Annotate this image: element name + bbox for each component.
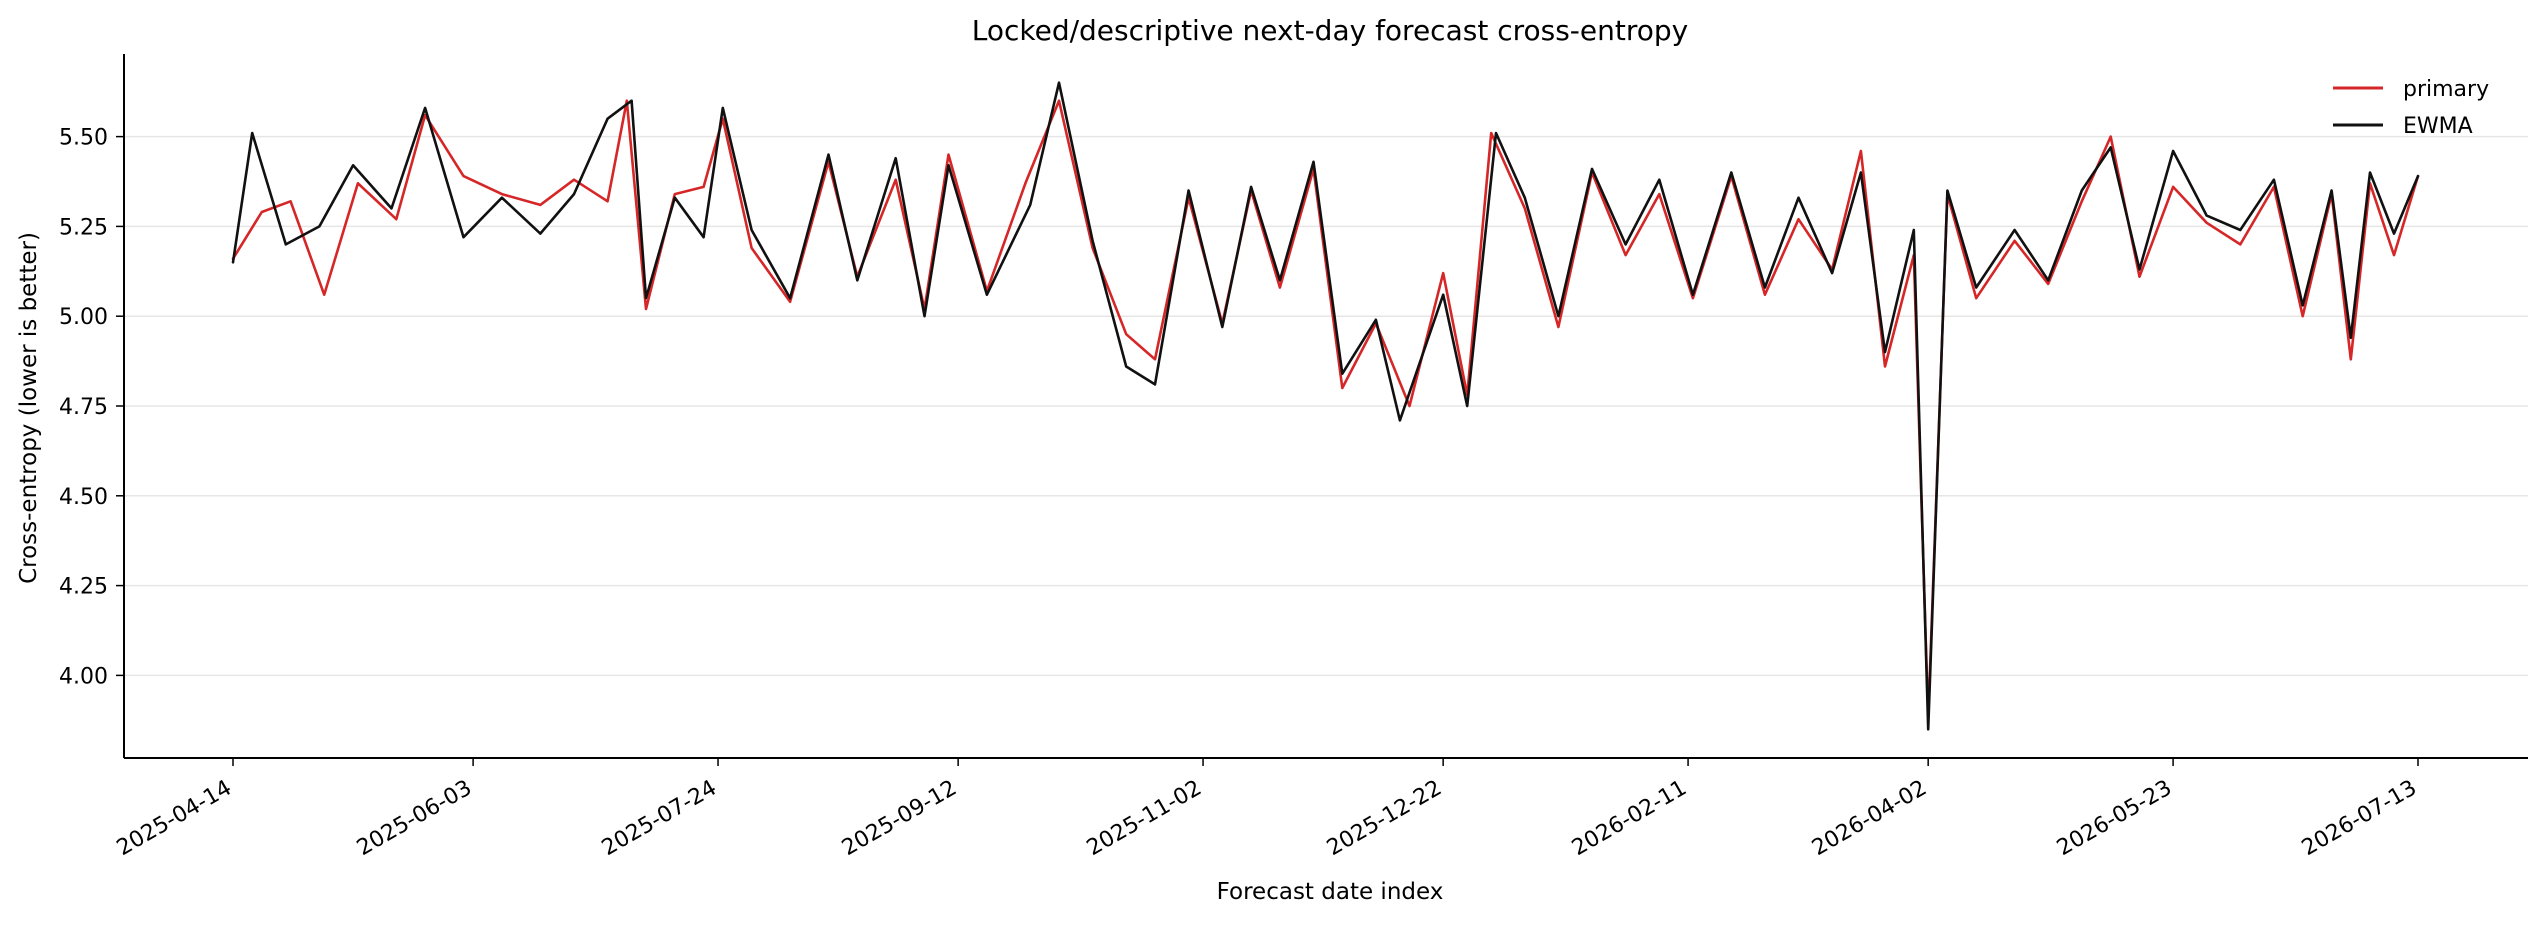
y-tick-label: 5.25 — [59, 215, 108, 240]
x-tick-label: 2025-06-03 — [353, 776, 476, 862]
x-tick-label: 2026-07-13 — [2298, 776, 2421, 862]
x-tick-label: 2025-12-22 — [1323, 776, 1446, 862]
y-tick-label: 5.00 — [59, 305, 108, 330]
y-tick-label: 5.50 — [59, 126, 108, 151]
y-ticks: 4.00 4.25 4.50 4.75 5.00 5.25 5.50 — [59, 126, 124, 689]
legend-label-primary: primary — [2403, 77, 2489, 102]
y-tick-label: 4.00 — [59, 664, 108, 689]
y-tick-label: 4.25 — [59, 575, 108, 600]
y-tick-label: 4.75 — [59, 395, 108, 420]
x-ticks: 2025-04-14 2025-06-03 2025-07-24 2025-09-12… — [113, 758, 2421, 861]
series-lines — [231, 81, 2420, 731]
y-tick-label: 4.50 — [59, 485, 108, 510]
x-axis-label: Forecast date index — [1217, 879, 1444, 905]
x-tick-label: 2025-04-14 — [113, 776, 236, 862]
x-tick-label: 2025-11-02 — [1083, 776, 1206, 862]
x-tick-label: 2025-09-12 — [838, 776, 961, 862]
legend: primary EWMA — [2333, 77, 2489, 139]
series-line-primary — [231, 99, 2420, 720]
x-tick-label: 2025-07-24 — [598, 776, 721, 862]
chart-title: Locked/descriptive next-day forecast cro… — [972, 14, 1688, 47]
y-axis-label: Cross-entropy (lower is better) — [16, 232, 42, 584]
x-tick-label: 2026-04-02 — [1808, 776, 1931, 862]
legend-label-ewma: EWMA — [2403, 114, 2473, 139]
x-tick-label: 2026-02-11 — [1568, 776, 1691, 862]
grid-lines — [124, 135, 2528, 677]
x-tick-label: 2026-05-23 — [2053, 776, 2176, 862]
series-line-ewma — [231, 81, 2420, 731]
